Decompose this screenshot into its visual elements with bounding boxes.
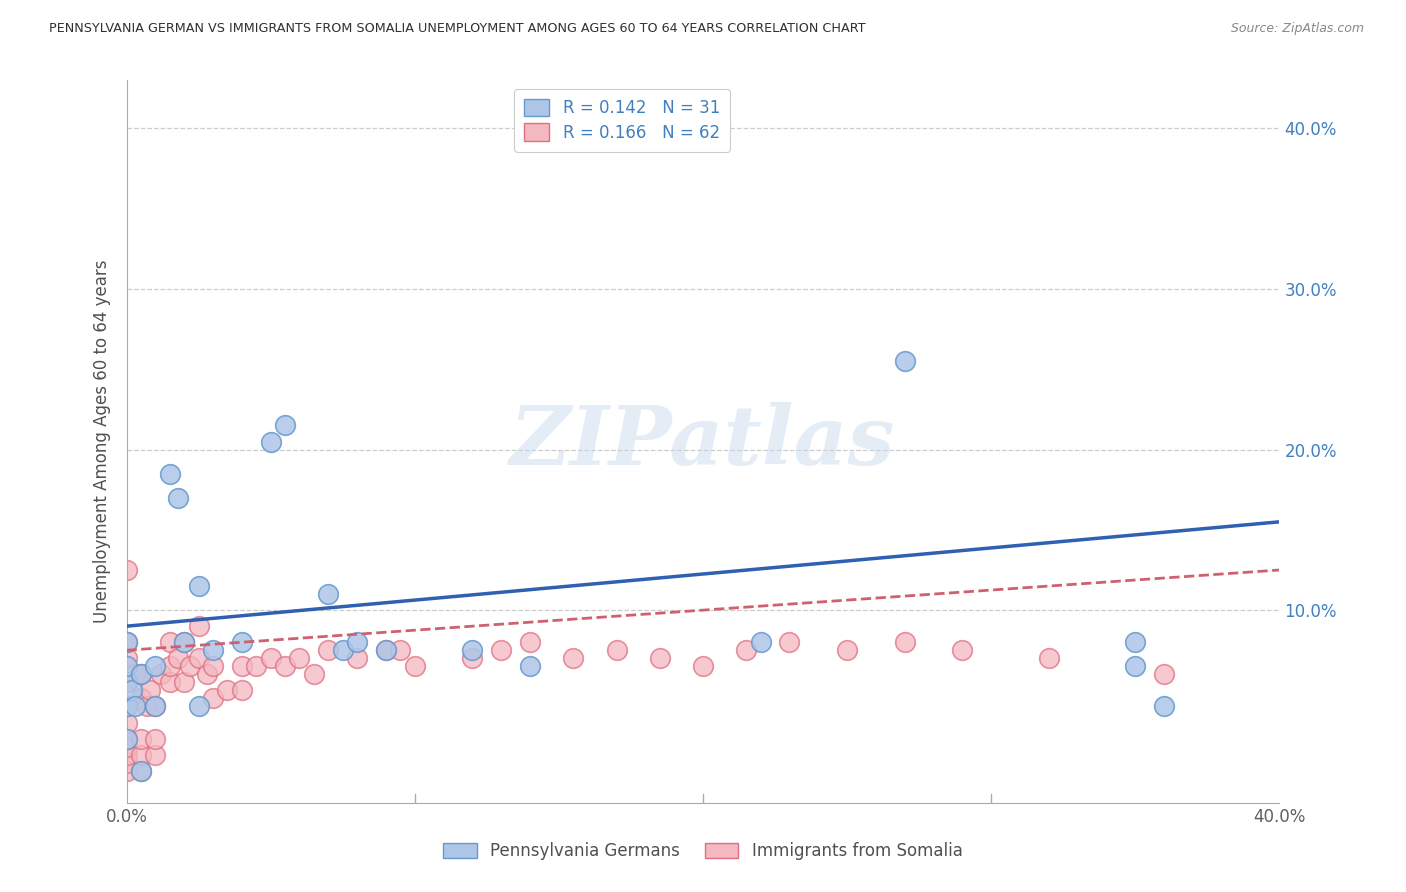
Point xyxy=(115,659,138,673)
Point xyxy=(124,699,146,714)
Point xyxy=(1125,635,1147,649)
Point xyxy=(115,675,138,690)
Point xyxy=(124,667,146,681)
Point xyxy=(332,643,354,657)
Point xyxy=(318,587,340,601)
Point xyxy=(648,651,671,665)
Point xyxy=(115,731,138,746)
Point xyxy=(1153,699,1175,714)
Point xyxy=(231,683,253,698)
Point xyxy=(145,699,166,714)
Point xyxy=(187,619,209,633)
Point xyxy=(202,643,225,657)
Point xyxy=(115,756,138,770)
Point xyxy=(115,739,138,754)
Point xyxy=(562,651,585,665)
Point xyxy=(606,643,628,657)
Point xyxy=(115,747,138,762)
Point xyxy=(145,659,166,673)
Text: PENNSYLVANIA GERMAN VS IMMIGRANTS FROM SOMALIA UNEMPLOYMENT AMONG AGES 60 TO 64 : PENNSYLVANIA GERMAN VS IMMIGRANTS FROM S… xyxy=(49,22,866,36)
Point xyxy=(159,659,181,673)
Point xyxy=(115,764,138,778)
Point xyxy=(129,764,152,778)
Point xyxy=(187,579,209,593)
Point xyxy=(318,643,340,657)
Point xyxy=(404,659,426,673)
Point xyxy=(115,563,138,577)
Point xyxy=(202,659,225,673)
Point xyxy=(519,659,541,673)
Legend: Pennsylvania Germans, Immigrants from Somalia: Pennsylvania Germans, Immigrants from So… xyxy=(437,836,969,867)
Point xyxy=(115,699,138,714)
Point xyxy=(894,354,917,368)
Point xyxy=(159,467,181,481)
Point xyxy=(346,635,368,649)
Point xyxy=(288,651,311,665)
Point xyxy=(374,643,398,657)
Point xyxy=(1038,651,1060,665)
Point xyxy=(115,651,138,665)
Point xyxy=(259,434,281,449)
Point xyxy=(1153,667,1175,681)
Point xyxy=(835,643,858,657)
Text: Source: ZipAtlas.com: Source: ZipAtlas.com xyxy=(1230,22,1364,36)
Point xyxy=(167,651,190,665)
Point xyxy=(202,691,225,706)
Point xyxy=(374,643,398,657)
Point xyxy=(461,643,484,657)
Point xyxy=(461,651,484,665)
Point xyxy=(159,635,181,649)
Point xyxy=(231,659,253,673)
Point xyxy=(167,491,190,505)
Point xyxy=(115,699,138,714)
Point xyxy=(1125,659,1147,673)
Point xyxy=(950,643,973,657)
Point xyxy=(150,667,173,681)
Point xyxy=(231,635,253,649)
Point xyxy=(115,715,138,730)
Point xyxy=(491,643,513,657)
Point xyxy=(187,651,209,665)
Point xyxy=(692,659,714,673)
Point xyxy=(389,643,412,657)
Point xyxy=(145,731,166,746)
Point xyxy=(115,731,138,746)
Point xyxy=(259,651,281,665)
Point xyxy=(159,675,181,690)
Point xyxy=(129,764,152,778)
Point xyxy=(145,747,166,762)
Point xyxy=(274,418,297,433)
Point xyxy=(346,651,368,665)
Point xyxy=(245,659,267,673)
Point xyxy=(173,635,195,649)
Point xyxy=(519,635,541,649)
Point xyxy=(129,667,152,681)
Point xyxy=(115,675,138,690)
Point xyxy=(129,667,152,681)
Point xyxy=(173,635,195,649)
Point xyxy=(121,683,143,698)
Point xyxy=(138,683,160,698)
Point xyxy=(115,635,138,649)
Point xyxy=(894,635,917,649)
Point xyxy=(274,659,297,673)
Point xyxy=(129,747,152,762)
Text: ZIPatlas: ZIPatlas xyxy=(510,401,896,482)
Point xyxy=(145,699,166,714)
Point xyxy=(135,699,157,714)
Point xyxy=(187,699,209,714)
Point xyxy=(173,675,195,690)
Point xyxy=(129,731,152,746)
Point xyxy=(779,635,801,649)
Point xyxy=(217,683,239,698)
Point xyxy=(195,667,218,681)
Point xyxy=(129,691,152,706)
Point xyxy=(115,635,138,649)
Point xyxy=(735,643,758,657)
Y-axis label: Unemployment Among Ages 60 to 64 years: Unemployment Among Ages 60 to 64 years xyxy=(93,260,111,624)
Point xyxy=(179,659,201,673)
Point xyxy=(749,635,772,649)
Point xyxy=(302,667,325,681)
